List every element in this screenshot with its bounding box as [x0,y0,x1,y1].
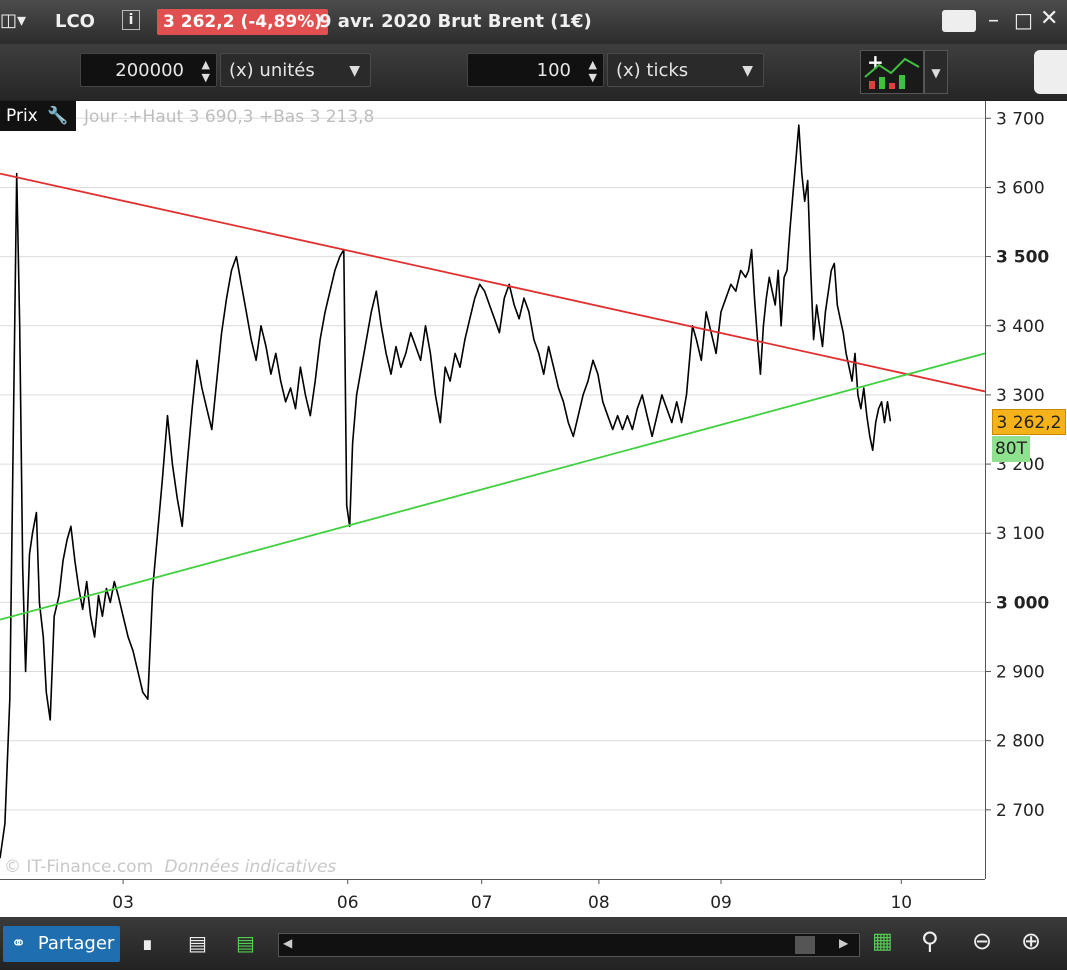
y-tick-label: 3 700 [996,109,1045,129]
y-tick-label: 2 800 [996,732,1045,752]
x-tick-label: 10 [890,893,912,913]
resistance-trendline [0,172,985,393]
x-tick-label: 06 [337,893,359,913]
watermark: © IT-Finance.com Données indicatives [4,857,336,877]
day-range-info: Jour :+Haut 3 690,3 +Bas 3 213,8 [84,107,375,127]
info-icon[interactable]: i [122,10,140,30]
quantity-input[interactable]: 200000 ▲ ▼ [80,53,217,87]
drawing-list-icon[interactable]: ▤ [188,931,207,955]
share-label: Partager [37,933,115,954]
ticks-tag: 80T [992,436,1030,462]
price-chart[interactable] [0,101,985,879]
svg-text:+: + [867,51,884,74]
chevron-down-icon: ▼ [349,63,360,79]
minimize-icon[interactable]: – [988,8,999,33]
prix-label: Prix [6,106,38,126]
interval-unit-select[interactable]: (x) ticks ▼ [607,53,764,87]
candle-style-icon[interactable]: ▦ [872,929,893,954]
indicator-icon: + [864,50,920,89]
bottom-toolbar: ⚭ Partager ∎ ▤ ▤ ◀ ▶ ▦ ⚲ ⊖ ⊕ [0,917,1067,970]
chart-area[interactable]: Prix 🔧 Jour :+Haut 3 690,3 +Bas 3 213,8 … [0,101,985,879]
horizontal-scrollbar[interactable]: ◀ ▶ [278,933,860,957]
y-tick-label: 2 900 [996,663,1045,683]
x-tick-label: 08 [588,893,610,913]
interval-input[interactable]: 100 ▲ ▼ [467,53,604,87]
price-change-badge: 3 262,2 (-4,89%) [157,9,329,35]
add-indicator-button[interactable]: + [860,50,924,94]
y-tick-label: 3 500 [996,248,1049,268]
keyboard-icon[interactable] [942,10,976,32]
order-panel-icon[interactable] [1034,50,1067,94]
time-axis-svg: 03 06 07 08 09 10 [0,879,985,913]
quantity-unit-select[interactable]: (x) unités ▼ [220,53,371,87]
title-bar: ◫▾ LCO i 3 262,2 (-4,89%) 9 avr. 2020 Br… [0,0,1067,44]
zoom-fit-icon[interactable]: ⚲ [921,927,939,955]
y-tick-label: 3 300 [996,386,1045,406]
prix-button[interactable]: Prix 🔧 [0,101,76,131]
zoom-out-icon[interactable]: ⊖ [972,927,993,955]
share-icon: ⚭ [11,933,27,954]
watermark-note: Données indicatives [164,857,337,877]
watermark-source: © IT-Finance.com [4,857,154,877]
wrench-icon: 🔧 [47,106,69,126]
close-icon[interactable]: ✕ [1040,6,1059,31]
last-price-tag: 3 262,2 [992,409,1066,435]
quantity-unit-label: (x) unités [229,60,315,81]
y-tick-label: 3 000 [996,593,1049,613]
x-tick-label: 07 [471,893,493,913]
x-tick-label: 03 [112,893,134,913]
axis-corner [985,879,1067,917]
scroll-left-icon[interactable]: ◀ [283,936,293,950]
support-trendline [0,352,985,621]
zoom-in-icon[interactable]: ⊕ [1021,927,1042,955]
chart-type-icon[interactable]: ◫▾ [0,10,27,31]
maximize-icon[interactable]: □ [1014,8,1033,32]
magnet-icon[interactable]: ∎ [141,931,154,955]
price-series-line [0,124,892,859]
indicators-list-icon[interactable]: ▤ [236,931,255,955]
x-tick-label: 09 [710,893,732,913]
y-tick-label: 3 600 [996,178,1045,198]
symbol-label[interactable]: LCO [55,11,95,32]
quantity-stepper-icon[interactable]: ▲ ▼ [201,58,210,84]
scroll-right-icon[interactable]: ▶ [839,936,849,950]
share-button[interactable]: ⚭ Partager [3,926,120,962]
quantity-value: 200000 [115,60,184,81]
price-axis[interactable]: 3 700 3 600 3 500 3 400 3 300 3 200 3 100 3 000… [985,101,1067,879]
time-axis[interactable]: 03 06 07 08 09 10 [0,879,985,917]
interval-value: 100 [536,60,571,81]
interval-stepper-icon[interactable]: ▲ ▼ [588,58,597,84]
order-toolbar: 200000 ▲ ▼ (x) unités ▼ 100 ▲ ▼ (x) ticks … [0,44,1067,100]
y-tick-label: 2 700 [996,801,1045,821]
y-tick-label: 3 400 [996,317,1045,337]
instrument-description: 9 avr. 2020 Brut Brent (1€) [319,11,592,32]
chevron-down-icon: ▼ [742,63,753,79]
interval-unit-label: (x) ticks [616,60,689,81]
scroll-thumb[interactable] [795,936,815,954]
indicator-menu-button[interactable]: ▼ [924,50,948,94]
y-tick-label: 3 100 [996,524,1045,544]
